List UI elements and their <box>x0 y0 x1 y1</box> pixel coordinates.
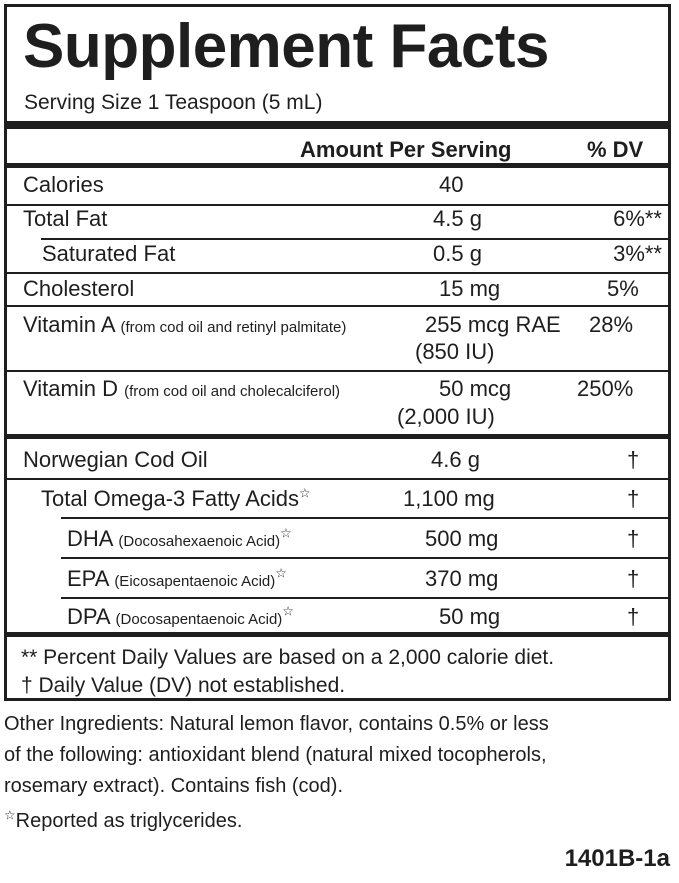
nutrient-amount: 40 <box>439 172 464 197</box>
nutrient-name: Saturated Fat <box>42 241 176 266</box>
row-divider <box>41 238 668 240</box>
ingredient-amount: 50 mg <box>439 604 501 629</box>
ingredient-dv: † <box>627 604 640 629</box>
ingredient-amount: 4.6 g <box>431 447 480 472</box>
nutrient-name: Calories <box>23 172 104 197</box>
ingredient-dv: † <box>627 486 640 511</box>
row-divider <box>61 597 668 599</box>
ingredient-name-line: Total Omega-3 Fatty Acids☆ <box>41 486 311 512</box>
nutrient-amount: 50 mcg <box>439 376 512 401</box>
row-divider <box>7 370 668 372</box>
nutrient-amount: 0.5 g <box>433 241 482 266</box>
row-divider <box>61 557 668 559</box>
other-ingredients-line-2: of the following: antioxidant blend (nat… <box>4 744 547 766</box>
row-divider <box>61 517 668 519</box>
nutrient-dv: 28% <box>589 312 634 337</box>
ingredient-name: DPA <box>67 604 110 629</box>
dv-header: % DV <box>587 137 644 162</box>
serving-size: Serving Size 1 Teaspoon (5 mL) <box>24 91 323 114</box>
footnote-divider <box>7 632 668 637</box>
ingredient-dv: † <box>627 447 640 472</box>
nutrient-amount-iu: (2,000 IU) <box>397 404 495 429</box>
nutrient-amount: 255 mcg RAE <box>425 312 561 337</box>
ingredient-name-line: EPA (Eicosapentaenoic Acid)☆ <box>67 566 287 595</box>
nutrient-amount-iu: (850 IU) <box>415 339 495 364</box>
ingredient-name: Norwegian Cod Oil <box>23 447 208 472</box>
ingredient-amount: 500 mg <box>425 526 499 551</box>
nutrient-amount: 15 mg <box>439 276 501 301</box>
nutrient-name-line: Vitamin A (from cod oil and retinyl palm… <box>23 312 346 341</box>
row-divider <box>7 478 668 480</box>
ingredient-name: EPA <box>67 566 109 591</box>
ingredient-dv: † <box>627 566 640 591</box>
nutrient-source-note: (from cod oil and cholecalciferol) <box>124 383 341 400</box>
triglyceride-note: ☆Reported as triglycerides. <box>4 807 243 833</box>
row-divider <box>7 305 668 307</box>
nutrient-source-note: (from cod oil and retinyl palmitate) <box>120 319 347 336</box>
nutrient-name: Cholesterol <box>23 276 135 301</box>
ingredient-name: Total Omega-3 Fatty Acids <box>41 486 299 511</box>
ingredient-dv: † <box>627 526 640 551</box>
star-icon: ☆ <box>4 807 16 823</box>
panel-title: Supplement Facts <box>23 12 550 81</box>
ingredient-name-line: DHA (Docosahexaenoic Acid)☆ <box>67 526 292 555</box>
nutrient-amount: 4.5 g <box>433 206 482 231</box>
row-divider <box>7 204 668 206</box>
supplement-facts-panel: Supplement Facts Serving Size 1 Teaspoon… <box>4 4 671 701</box>
nutrient-name-line: Vitamin D (from cod oil and cholecalcife… <box>23 376 340 405</box>
ingredient-amount: 370 mg <box>425 566 499 591</box>
nutrient-dv: 5% <box>607 276 639 301</box>
ingredient-name-line: DPA (Docosapentaenoic Acid)☆ <box>67 604 294 633</box>
ingredient-amount: 1,100 mg <box>403 486 495 511</box>
amount-per-serving-header: Amount Per Serving <box>300 137 512 162</box>
star-icon: ☆ <box>282 603 294 619</box>
footnote-daily-values: ** Percent Daily Values are based on a 2… <box>21 646 555 669</box>
star-icon: ☆ <box>280 525 292 541</box>
product-code: 1401B-1a <box>564 845 670 872</box>
other-ingredients-line-3: rosemary extract). Contains fish (cod). <box>4 775 343 797</box>
nutrient-dv: 6%** <box>613 206 662 231</box>
nutrient-dv: 3%** <box>613 241 662 266</box>
nutrient-dv: 250% <box>577 376 634 401</box>
nutrient-name: Vitamin D <box>23 376 118 401</box>
footnote-dagger: † Daily Value (DV) not established. <box>21 674 346 697</box>
ingredient-note: (Eicosapentaenoic Acid) <box>114 573 276 590</box>
star-icon: ☆ <box>275 565 287 581</box>
other-ingredients-line-1: Other Ingredients: Natural lemon flavor,… <box>4 713 549 735</box>
triglyceride-note-text: Reported as triglycerides. <box>15 810 243 832</box>
section-divider <box>7 434 668 439</box>
row-divider <box>7 272 668 274</box>
header-divider <box>7 163 668 168</box>
ingredient-name: DHA <box>67 526 113 551</box>
nutrient-name: Total Fat <box>23 206 108 231</box>
thick-divider <box>7 121 668 129</box>
ingredient-note: (Docosahexaenoic Acid) <box>118 533 281 550</box>
star-icon: ☆ <box>299 485 311 501</box>
nutrient-name: Vitamin A <box>23 312 115 337</box>
ingredient-note: (Docosapentaenoic Acid) <box>115 611 283 628</box>
